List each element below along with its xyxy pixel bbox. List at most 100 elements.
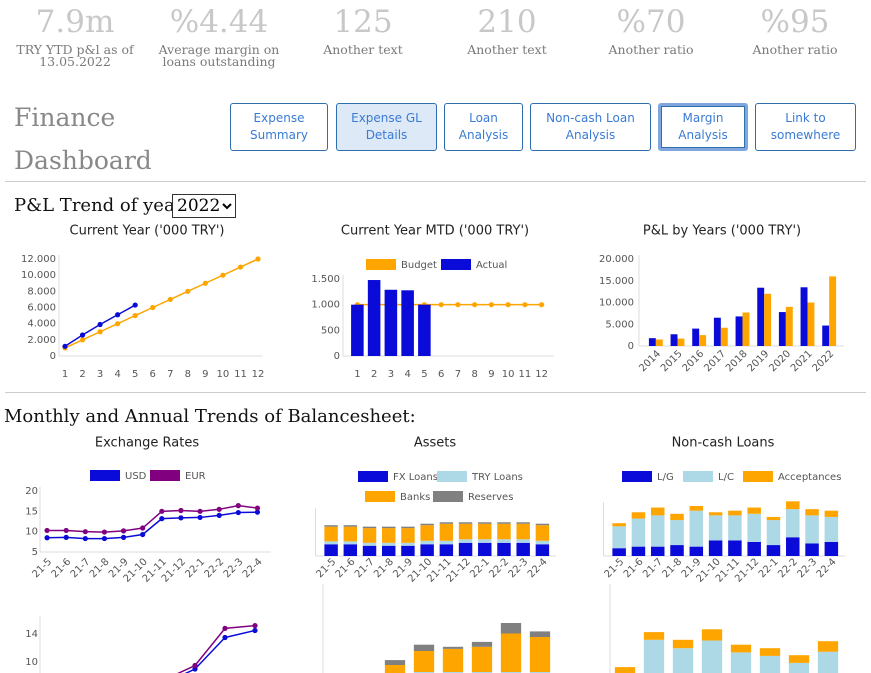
bar: [713, 317, 721, 346]
point: [220, 272, 226, 278]
bar-segment: [788, 655, 810, 663]
nav-button[interactable]: Link to somewhere: [755, 103, 856, 151]
x-tick-label: 21-8: [372, 556, 396, 580]
series-line: [47, 511, 258, 540]
bar: [648, 338, 656, 346]
kpi-value: 125: [333, 4, 393, 40]
kpi-label: Another ratio: [752, 42, 838, 57]
point: [79, 337, 86, 343]
point: [115, 321, 121, 327]
year-select[interactable]: 2022: [172, 194, 236, 218]
bar-segment: [343, 541, 358, 545]
x-tick-label: 8: [185, 369, 191, 380]
point: [252, 627, 258, 634]
bar-segment: [730, 644, 752, 653]
point: [455, 302, 461, 308]
bar-segment: [529, 637, 551, 672]
legend-label: FX Loans: [393, 472, 438, 483]
nav-button[interactable]: Expense GL Details: [336, 103, 437, 151]
x-tick-label: 2021: [789, 348, 815, 374]
x-tick-label: 12: [252, 369, 265, 380]
bar: [735, 316, 743, 346]
x-tick-label: 21-6: [334, 556, 358, 580]
bar: [742, 312, 750, 346]
bar-segment: [458, 522, 473, 524]
legend-swatch: [365, 491, 395, 502]
bar-segment: [401, 526, 415, 529]
bar: [764, 293, 772, 346]
bar-segment: [612, 548, 626, 556]
bar-segment: [516, 539, 530, 543]
y-tick-label: 0: [50, 351, 56, 362]
bar-segment: [747, 507, 761, 514]
nav-button[interactable]: Loan Analysis: [444, 103, 523, 151]
point: [237, 264, 244, 270]
legend-swatch: [683, 471, 713, 482]
kpi: 7.9m TRY YTD p&l as of 13.05.2022: [7, 2, 143, 68]
x-tick-label: 12: [535, 369, 548, 380]
bar-segment: [824, 510, 839, 517]
bar-segment: [362, 545, 377, 556]
y-tick-label: 1.000: [311, 300, 340, 311]
x-tick-label: 6: [438, 369, 444, 380]
kpi-label: Another text: [467, 42, 547, 57]
bar-segment: [766, 516, 781, 521]
legend-swatch: [433, 491, 463, 502]
bar-segment: [382, 528, 396, 543]
x-tick-label: 22-4: [526, 556, 550, 580]
bar-segment: [535, 523, 550, 526]
bar: [401, 290, 414, 356]
point: [63, 527, 69, 534]
bar-segment: [701, 629, 723, 641]
y-tick-label: 0: [628, 341, 634, 352]
bar-segment: [343, 526, 358, 542]
x-tick-label: 2: [371, 369, 377, 380]
bar-segment: [497, 539, 511, 543]
x-tick-label: 21-7: [69, 556, 93, 580]
point: [185, 288, 191, 294]
bar-segment: [439, 523, 454, 541]
point: [522, 302, 528, 308]
divider: [5, 392, 866, 393]
legend-swatch: [90, 470, 120, 481]
legend-label: USD: [125, 471, 147, 482]
legend-label: L/G: [657, 472, 674, 483]
x-tick-label: 1: [62, 369, 68, 380]
bar-segment: [343, 525, 358, 527]
x-tick-label: 22-2: [776, 556, 800, 580]
bar-segment: [382, 545, 396, 556]
nav-button[interactable]: Non-cash Loan Analysis: [530, 103, 651, 151]
divider: [5, 181, 866, 182]
kpi-value: 210: [477, 4, 537, 40]
x-tick-label: 22-3: [795, 556, 819, 580]
y-tick-label: 8.000: [27, 286, 56, 297]
bar-segment: [516, 542, 530, 556]
nav-button[interactable]: Expense Summary: [230, 103, 328, 151]
x-tick-label: 22-4: [241, 556, 265, 580]
x-tick-label: 21-8: [88, 556, 112, 580]
bar: [367, 280, 381, 356]
point: [82, 529, 88, 535]
kpi-label: Another text: [323, 42, 403, 57]
nav-button[interactable]: Margin Analysis: [658, 103, 748, 151]
y-tick-label: 10.000: [21, 270, 56, 281]
point: [115, 312, 121, 318]
bar-segment: [766, 545, 781, 556]
bar-segment: [805, 509, 819, 516]
bar-segment: [643, 632, 665, 640]
point: [539, 302, 545, 308]
kpi-label: Average margin on loans outstanding: [158, 42, 280, 69]
bar-segment: [650, 515, 665, 547]
y-tick-label: 12.000: [21, 254, 56, 265]
point: [222, 625, 228, 632]
bar-segment: [420, 544, 434, 556]
point: [202, 280, 208, 286]
bar-segment: [500, 623, 522, 634]
legend-label: Acceptances: [778, 472, 841, 483]
bar: [384, 289, 398, 356]
legend-label: TRY Loans: [471, 472, 523, 483]
bar-segment: [413, 644, 435, 651]
y-tick-label: 15: [25, 506, 38, 517]
y-tick-label: 6.000: [27, 303, 56, 314]
